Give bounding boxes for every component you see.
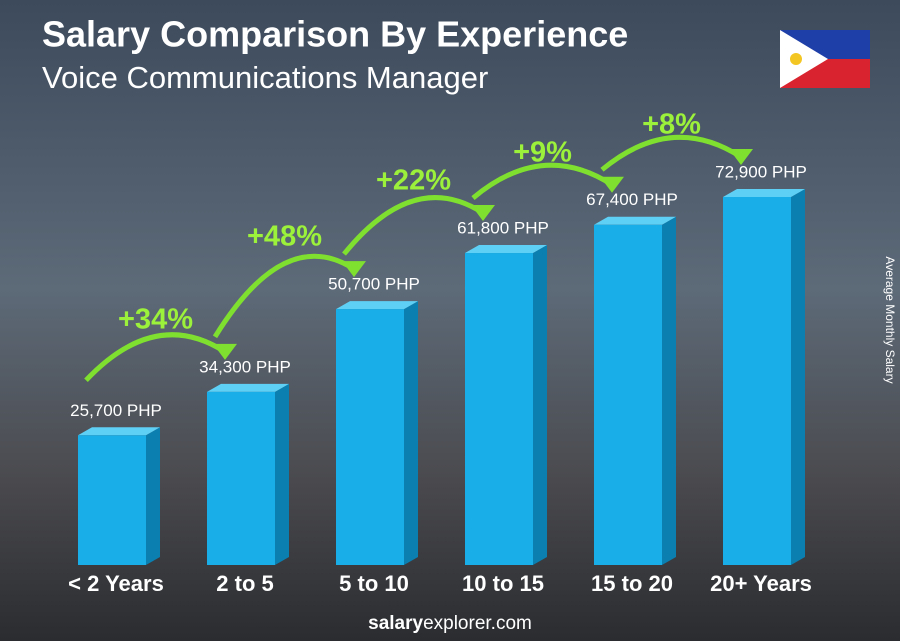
change-label: +22% [376,165,451,197]
change-arrowhead [342,261,366,278]
x-tick-label: 5 to 10 [339,571,409,596]
change-arrow [84,332,227,382]
change-label: +34% [118,304,193,336]
change-arrowhead [729,149,753,165]
value-label: 72,900 PHP [715,162,807,181]
change-arrowhead [600,176,624,193]
change-label: +8% [642,109,701,141]
change-label: +48% [247,221,322,253]
change-label: +9% [513,136,572,168]
footer: salaryexplorer.com [368,613,532,634]
x-tick-label: < 2 Years [68,571,164,596]
x-tick-label: 20+ Years [710,571,812,596]
bar-top [594,216,676,225]
change-arrowhead [213,343,237,360]
change-arrowhead [471,205,495,222]
bar [594,224,662,566]
bar [336,309,404,565]
bar-side [662,216,676,566]
bar-side [791,189,805,565]
value-label: 61,800 PHP [457,219,549,238]
change-arrow [342,195,485,256]
bar-top [465,245,547,254]
chart-title: Salary Comparison By Experience [42,14,628,55]
change-arrow [600,134,743,172]
bar-top [78,427,160,436]
bar [723,197,791,565]
footer-rest: explorer.com [423,613,532,634]
bar-side [533,245,547,565]
flag [780,30,870,88]
x-tick-label: 10 to 15 [462,571,544,596]
footer-brand: salary [368,613,423,634]
bar [465,253,533,565]
bar [207,391,275,565]
value-label: 67,400 PHP [586,190,678,209]
bar-side [275,383,289,565]
bar-top [723,189,805,197]
bar-top [336,301,418,310]
value-label: 34,300 PHP [199,357,291,376]
bar-side [404,301,418,565]
bar-top [207,383,289,392]
value-label: 25,700 PHP [70,401,162,420]
x-tick-label: 2 to 5 [216,571,273,596]
y-axis-label: Average Monthly Salary [883,256,897,383]
chart-subtitle: Voice Communications Manager [42,60,488,95]
bar [78,435,146,565]
change-arrow [212,253,356,339]
change-arrow [471,162,614,200]
bar-side [146,427,160,565]
x-tick-label: 15 to 20 [591,571,673,596]
value-label: 50,700 PHP [328,275,420,294]
